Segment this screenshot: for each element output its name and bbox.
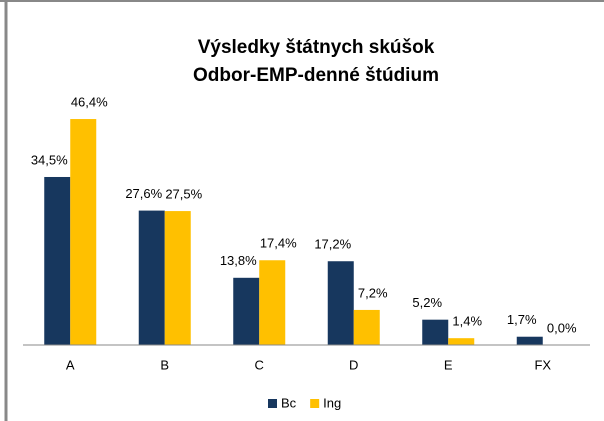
data-label: 17,2%	[314, 237, 351, 252]
bar	[138, 210, 165, 345]
x-tick-label: FX	[534, 357, 551, 372]
legend-swatch	[268, 399, 277, 408]
x-tick-label: E	[444, 357, 453, 372]
chart-title: Odbor-EMP-denné štúdium	[193, 65, 439, 86]
data-label: 7,2%	[358, 285, 388, 300]
data-label: 17,4%	[260, 236, 297, 251]
bar	[44, 176, 71, 345]
bar	[259, 260, 286, 345]
data-label: 34,5%	[31, 152, 68, 167]
x-tick-label: A	[66, 357, 75, 372]
data-label: 5,2%	[412, 295, 442, 310]
bar	[233, 277, 260, 345]
data-label: 1,4%	[452, 314, 482, 329]
data-label: 0,0%	[547, 320, 577, 335]
bar	[164, 211, 191, 345]
bar	[516, 336, 543, 345]
bar	[70, 119, 97, 345]
data-label: 46,4%	[71, 94, 108, 109]
bar	[353, 309, 380, 345]
legend-label: Bc	[281, 395, 297, 410]
data-label: 1,7%	[507, 312, 537, 327]
bar	[327, 261, 354, 345]
x-tick-label: D	[349, 357, 358, 372]
x-tick-label: B	[160, 357, 169, 372]
x-tick-label: C	[255, 357, 264, 372]
legend-swatch	[310, 399, 320, 408]
bar	[448, 338, 475, 345]
bar	[422, 319, 449, 345]
data-label: 27,6%	[125, 186, 162, 201]
data-label: 27,5%	[165, 187, 202, 202]
legend-label: Ing	[323, 395, 341, 410]
chart-title: Výsledky štátnych skúšok	[198, 37, 435, 58]
data-label: 13,8%	[220, 253, 257, 268]
